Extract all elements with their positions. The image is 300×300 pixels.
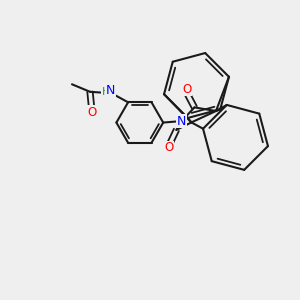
Text: O: O [182, 83, 191, 96]
Text: N: N [106, 84, 115, 97]
Text: O: O [165, 141, 174, 154]
Text: N: N [177, 115, 187, 128]
Text: O: O [87, 106, 96, 119]
Text: H: H [102, 87, 110, 97]
